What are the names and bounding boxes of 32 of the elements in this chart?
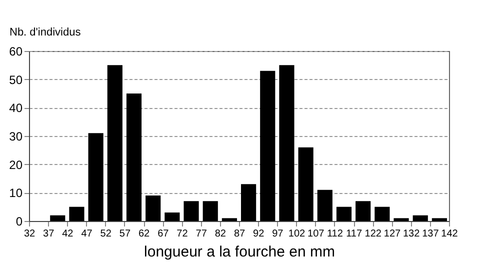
x-tick-label: 97: [272, 228, 284, 240]
y-tick-label: 50: [9, 72, 23, 87]
x-tick-label: 132: [402, 228, 420, 240]
y-tick-label: 0: [16, 214, 23, 228]
x-tick-label: 37: [43, 228, 55, 240]
x-tick-label: 32: [24, 228, 36, 240]
x-tick-label: 52: [100, 228, 112, 240]
y-tick-label: 10: [9, 186, 23, 200]
x-tick-label: 62: [138, 228, 150, 240]
x-tick-label: 92: [253, 228, 265, 240]
y-tick-label: 20: [9, 158, 23, 172]
x-tick-label: 142: [441, 228, 458, 240]
y-tick-label: 40: [9, 101, 23, 116]
x-tick-label: 102: [288, 228, 306, 240]
x-tick-label: 127: [384, 228, 402, 240]
y-tick-label: 60: [9, 44, 23, 58]
y-axis-title: Nb. d'individus: [10, 26, 82, 38]
x-tick-label: 112: [326, 228, 344, 240]
x-tick-label: 82: [214, 228, 226, 240]
x-tick-label: 137: [422, 228, 440, 240]
x-tick-label: 107: [308, 228, 325, 240]
x-tick-label: 42: [62, 228, 74, 240]
x-tick-label: 47: [81, 228, 93, 240]
x-tick-label: 77: [196, 228, 208, 240]
x-tick-label: 72: [176, 228, 188, 240]
x-axis-title: longueur a la fourche en mm: [144, 244, 335, 260]
x-tick-label: 67: [158, 228, 170, 240]
y-tick-label: 30: [9, 130, 23, 144]
x-tick-label: 57: [119, 228, 131, 240]
x-tick-label: 87: [234, 228, 246, 240]
x-tick-label: 117: [346, 228, 362, 240]
x-tick-label: 122: [364, 228, 382, 240]
